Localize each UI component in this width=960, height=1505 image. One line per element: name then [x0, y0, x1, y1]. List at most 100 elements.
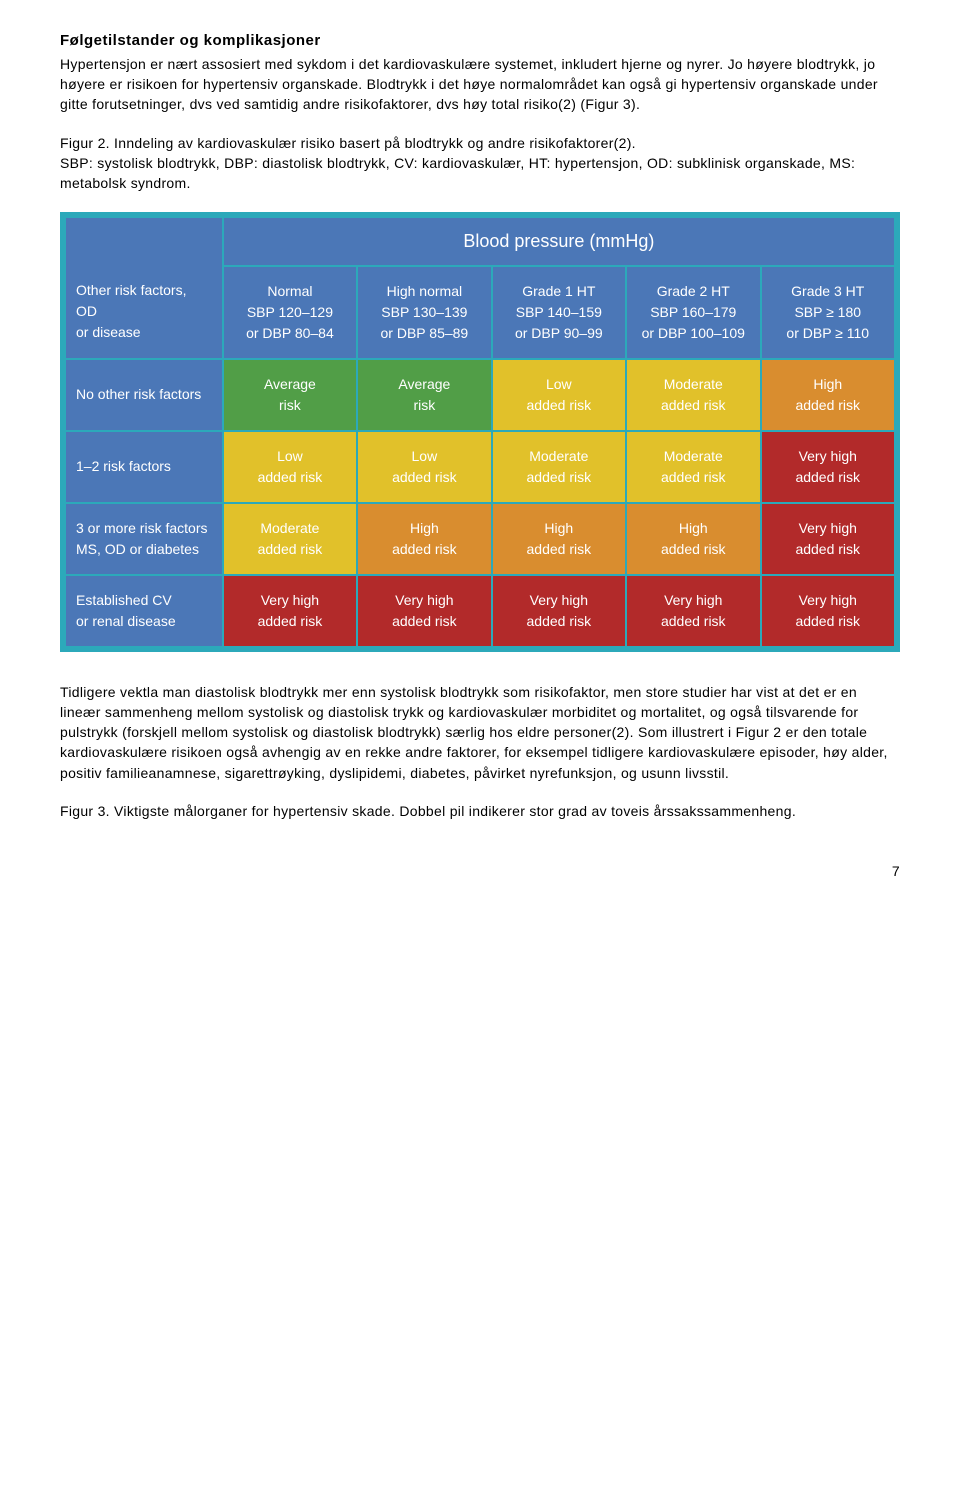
risk-table-container: Blood pressure (mmHg) Other risk factors… [60, 212, 900, 652]
risk-cell-line1: High [813, 376, 842, 392]
risk-cell-line1: Very high [530, 592, 588, 608]
risk-cell: Very high added risk [761, 575, 896, 647]
risk-cell-line1: Moderate [529, 448, 588, 464]
figure3-caption: Figur 3. Viktigste målorganer for hypert… [60, 801, 900, 821]
risk-cell-line1: Average [398, 376, 450, 392]
risk-cell: Average risk [223, 359, 357, 431]
risk-cell-line2: risk [413, 397, 435, 413]
col-header-line1: Normal [267, 283, 312, 299]
column-header: Grade 3 HTSBP ≥ 180or DBP ≥ 110 [761, 266, 896, 359]
risk-cell-line1: Very high [799, 592, 857, 608]
column-header: Grade 1 HT SBP 140–159 or DBP 90–99 [492, 266, 626, 359]
risk-cell-line2: added risk [258, 469, 323, 485]
bp-header-cell: Blood pressure (mmHg) [223, 217, 895, 266]
row-label: No other risk factors [65, 359, 223, 431]
risk-cell-line2: added risk [258, 541, 323, 557]
risk-cell-line2: added risk [258, 613, 323, 629]
figure2-subtitle: SBP: systolisk blodtrykk, DBP: diastolis… [60, 155, 855, 191]
row-label-line2: MS, OD or diabetes [76, 541, 199, 557]
risk-cell-line2: added risk [661, 469, 726, 485]
column-header-row: Other risk factors, OD or disease Normal SBP… [65, 266, 895, 359]
risk-cell: Moderate added risk [223, 503, 357, 575]
risk-table: Blood pressure (mmHg) Other risk factors… [64, 216, 896, 648]
risk-cell-line1: Moderate [260, 520, 319, 536]
risk-cell: Very high added risk [761, 503, 896, 575]
risk-cell-line2: added risk [661, 613, 726, 629]
risk-cell-line2: added risk [392, 469, 457, 485]
risk-cell-line1: Very high [799, 448, 857, 464]
row-label-line1: 3 or more risk factors [76, 520, 207, 536]
col-header-line3: or disease [76, 324, 141, 340]
risk-cell-line2: added risk [661, 397, 726, 413]
risk-cell-line1: Moderate [664, 448, 723, 464]
risk-cell: Moderate added risk [492, 431, 626, 503]
row-label-line1: Established CV [76, 592, 172, 608]
col-header-line1: High normal [387, 283, 462, 299]
table-row: 1–2 risk factorsLowadded riskLowadded ri… [65, 431, 895, 503]
page-number: 7 [60, 861, 900, 881]
row-label-text: No other risk factors [76, 386, 201, 402]
risk-cell-line2: added risk [795, 613, 860, 629]
risk-cell-line2: added risk [527, 613, 592, 629]
risk-cell-line2: added risk [661, 541, 726, 557]
risk-cell: Very high added risk [761, 431, 896, 503]
col-header-line2: SBP 160–179 [650, 304, 736, 320]
col-header-line2: SBP 130–139 [381, 304, 467, 320]
col-header-line2: SBP 120–129 [247, 304, 333, 320]
risk-cell: Average risk [357, 359, 491, 431]
col-header-line1: Grade 3 HT [791, 283, 864, 299]
col-header-line3: or DBP 90–99 [515, 325, 603, 341]
table-row: Established CV or renal disease Very high a… [65, 575, 895, 647]
row-label-text: 1–2 risk factors [76, 458, 171, 474]
table-row: 3 or more risk factors MS, OD or diabetes… [65, 503, 895, 575]
risk-cell-line1: Low [412, 448, 438, 464]
risk-cell-line1: Moderate [664, 376, 723, 392]
risk-cell-line1: Low [546, 376, 572, 392]
col-header-line1: Other risk factors, [76, 282, 186, 298]
risk-cell-line1: Average [264, 376, 316, 392]
row-label-line2: or renal disease [76, 613, 176, 629]
risk-cell: Lowadded risk [223, 431, 357, 503]
risk-cell: Very high added risk [492, 575, 626, 647]
risk-cell: Highadded risk [492, 503, 626, 575]
risk-cell-line2: added risk [795, 397, 860, 413]
risk-cell-line1: High [679, 520, 708, 536]
risk-cell-line1: Very high [664, 592, 722, 608]
risk-cell-line1: High [544, 520, 573, 536]
col-header-line2: SBP 140–159 [516, 304, 602, 320]
risk-cell-line2: risk [279, 397, 301, 413]
risk-cell: Moderate added risk [626, 359, 760, 431]
risk-cell: High added risk [761, 359, 896, 431]
risk-cell: High added risk [357, 503, 491, 575]
row-label: 3 or more risk factors MS, OD or diabetes [65, 503, 223, 575]
risk-cell: Moderate added risk [626, 431, 760, 503]
col-header-line3: or DBP ≥ 110 [786, 325, 869, 341]
column-header: Normal SBP 120–129 or DBP 80–84 [223, 266, 357, 359]
corner-cell [65, 217, 223, 266]
bp-header-row: Blood pressure (mmHg) [65, 217, 895, 266]
risk-cell-line1: Very high [261, 592, 319, 608]
risk-cell-line2: added risk [527, 397, 592, 413]
risk-cell-line2: added risk [795, 469, 860, 485]
column-header: Other risk factors, OD or disease [65, 266, 223, 359]
risk-cell: High added risk [626, 503, 760, 575]
risk-cell-line1: High [410, 520, 439, 536]
risk-cell: Very highadded risk [357, 575, 491, 647]
risk-cell: Very high added risk [223, 575, 357, 647]
risk-cell-line2: added risk [527, 469, 592, 485]
figure2-caption: Figur 2. Inndeling av kardiovaskulær ris… [60, 133, 900, 194]
col-header-line3: or DBP 85–89 [381, 325, 469, 341]
col-header-line1: Grade 2 HT [657, 283, 730, 299]
col-header-line1: Grade 1 HT [522, 283, 595, 299]
col-header-line3: or DBP 100–109 [642, 325, 745, 341]
risk-cell: Low added risk [492, 359, 626, 431]
column-header: High normal SBP 130–139 or DBP 85–89 [357, 266, 491, 359]
col-header-line2: OD [76, 303, 97, 319]
risk-cell-line2: added risk [795, 541, 860, 557]
row-label: 1–2 risk factors [65, 431, 223, 503]
risk-cell-line2: added risk [392, 541, 457, 557]
col-header-line3: or DBP 80–84 [246, 325, 334, 341]
risk-cell-line1: Very high [799, 520, 857, 536]
risk-cell-line2: added risk [392, 613, 457, 629]
table-row: No other risk factors Average risk Average r… [65, 359, 895, 431]
